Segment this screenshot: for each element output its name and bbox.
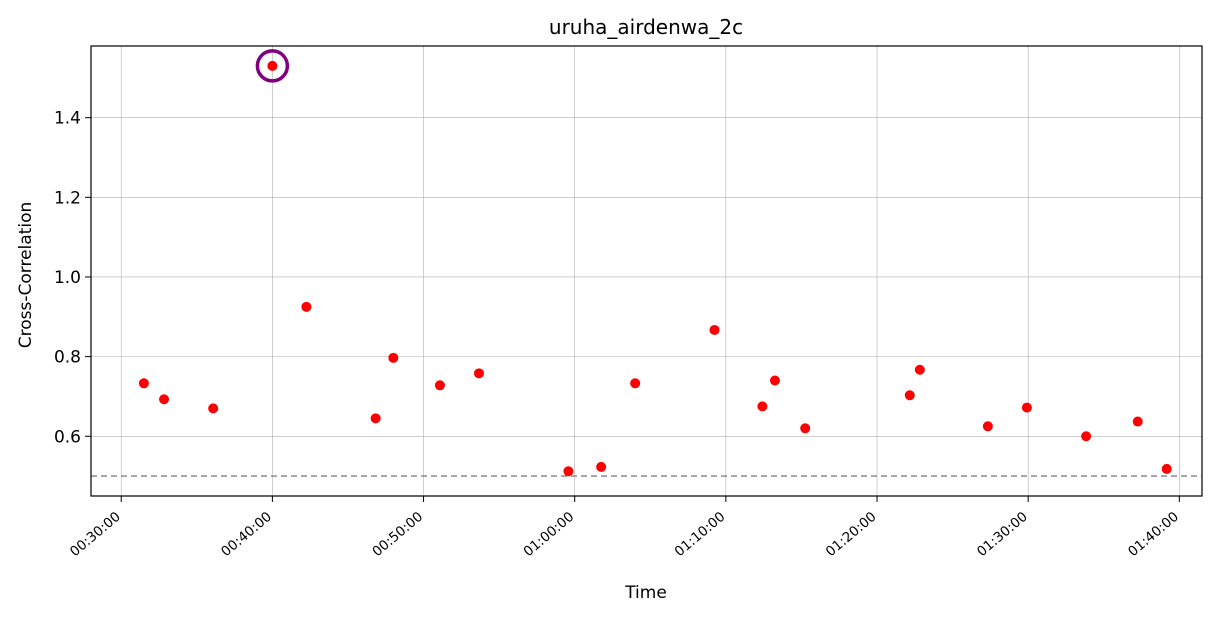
data-point	[267, 60, 278, 71]
data-point	[370, 413, 381, 424]
y-tick-label: 0.6	[54, 427, 81, 447]
y-tick-label: 1.4	[54, 109, 81, 129]
y-tick-label: 1.2	[54, 188, 81, 208]
data-point	[1161, 463, 1172, 474]
data-point	[159, 394, 170, 405]
data-point	[388, 352, 399, 363]
y-tick-label: 1.0	[54, 268, 81, 288]
plot-frame	[90, 45, 1203, 497]
y-tick-label: 0.8	[54, 348, 81, 368]
data-point	[596, 461, 607, 472]
data-point	[769, 375, 780, 386]
data-point	[1081, 431, 1092, 442]
chart-title: uruha_airdenwa_2c	[549, 15, 743, 39]
data-point	[434, 380, 445, 391]
data-point	[709, 324, 720, 335]
y-axis-label: Cross-Correlation	[16, 202, 36, 348]
data-point	[138, 378, 149, 389]
data-point	[1132, 416, 1143, 427]
data-point	[473, 368, 484, 379]
data-point	[914, 364, 925, 375]
data-point	[301, 301, 312, 312]
points-layer	[138, 60, 1172, 477]
highlight-layer	[255, 49, 290, 83]
y-axis: 0.6 0.8 1.0 1.2 1.4	[54, 109, 91, 447]
data-point	[757, 401, 768, 412]
x-axis-label: Time	[624, 583, 667, 603]
highlight-ring	[255, 49, 290, 83]
grid	[91, 46, 1202, 496]
data-point	[1021, 402, 1032, 413]
data-point	[800, 423, 811, 434]
plot-area	[91, 46, 1202, 496]
data-point	[563, 466, 574, 477]
data-point	[208, 403, 219, 414]
data-point	[982, 421, 993, 432]
data-point	[630, 378, 641, 389]
data-point	[904, 390, 915, 401]
